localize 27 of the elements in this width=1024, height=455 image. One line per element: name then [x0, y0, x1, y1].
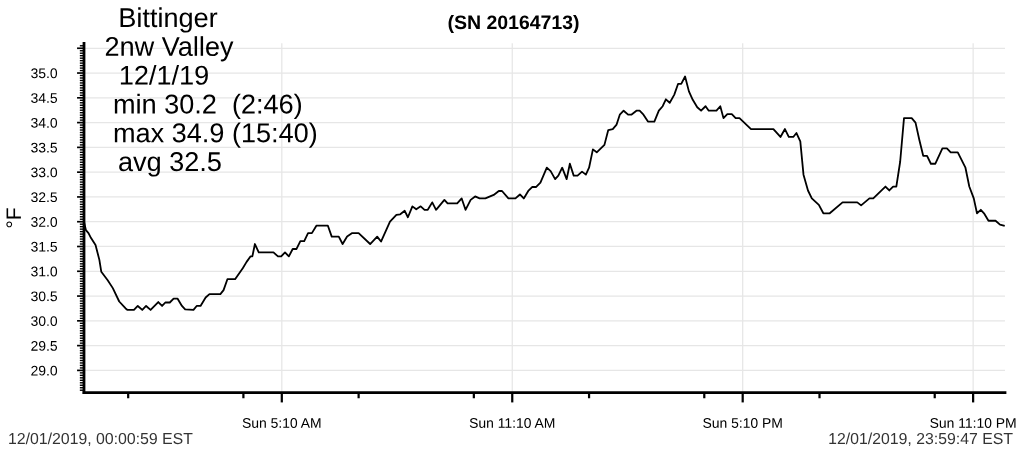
y-tick-label: 29.5 [31, 340, 58, 351]
annotation: avg 32.5 [119, 152, 221, 177]
x-tick-label: Sun 5:10 PM [703, 418, 782, 428]
annotation: max 34.9 (15:40) [114, 122, 317, 148]
y-tick-label: 32.0 [31, 217, 58, 227]
y-tick-label: 33.0 [31, 167, 58, 178]
x-tick-label: Sun 11:10 AM [469, 418, 555, 428]
y-tick-label: 35.0 [31, 68, 58, 79]
y-tick-label: 30.5 [31, 291, 58, 302]
text: Bittinger [120, 7, 218, 33]
y-tick-label: 34.5 [31, 93, 58, 103]
y-tick-label: 30.0 [31, 316, 58, 327]
chart-title: (SN 20164713) [448, 14, 579, 34]
annotation: min 30.2 (2:46) [114, 93, 301, 120]
y-axis-title: °F [6, 208, 21, 228]
y-tick-label: 29.0 [31, 365, 58, 376]
x-tick-label: Sun 5:10 AM [242, 418, 321, 428]
x-tick-label: Sun 11:10 PM [930, 418, 1016, 428]
y-tick-label: 32.5 [31, 192, 58, 203]
y-tick-label: 31.0 [31, 266, 58, 277]
text: 12/01/2019, 00:00:59 EST [9, 432, 193, 447]
y-tick-label: 31.5 [31, 241, 58, 252]
annotation: 2nw Valley [105, 36, 234, 62]
y-tick-label: 33.5 [31, 142, 58, 153]
text: 12/01/2019, 23:59:47 EST [829, 432, 1013, 447]
annotation: 12/1/19 [120, 64, 208, 85]
y-tick-label: 34.0 [31, 117, 58, 128]
